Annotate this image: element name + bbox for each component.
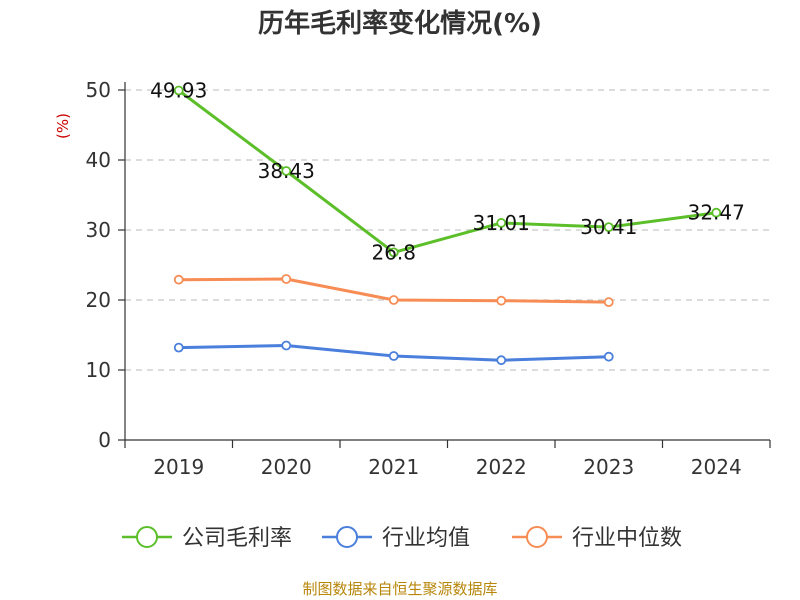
data-point — [496, 295, 507, 306]
legend-label: 行业均值 — [382, 526, 470, 551]
legend[interactable]: 公司毛利率 行业均值 行业中位数 — [122, 526, 682, 551]
data-label: 38.43 — [258, 159, 315, 183]
axes: 0 10 20 30 40 50 2019 2020 2021 2022 2023 2024 — [86, 78, 771, 479]
data-point — [173, 85, 184, 96]
legend-item[interactable]: 公司毛利率 — [122, 526, 292, 551]
y-tick-label: 40 — [86, 148, 111, 172]
legend-marker — [526, 526, 548, 548]
legend-marker — [136, 526, 158, 548]
data-point — [388, 351, 399, 361]
data-point — [281, 166, 292, 176]
legend-label: 行业中位数 — [572, 526, 682, 551]
series-line — [177, 89, 717, 254]
data-point — [281, 274, 292, 284]
series-layer — [173, 85, 722, 366]
legend-item[interactable]: 行业均值 — [322, 526, 470, 551]
legend-item[interactable]: 行业中位数 — [512, 526, 682, 551]
data-point — [281, 340, 292, 351]
data-label: 49.93 — [150, 78, 207, 102]
x-tick-label: 2023 — [583, 455, 634, 479]
chart-title: 历年毛利率变化情况(%) — [258, 8, 542, 39]
data-point — [496, 355, 507, 366]
y-unit-label: (%) — [54, 113, 72, 139]
data-labels: 49.93 38.43 26.8 31.01 30.41 32.47 — [150, 78, 745, 264]
y-tick-label: 0 — [98, 428, 111, 452]
x-tick-label: 2020 — [261, 455, 312, 479]
legend-label: 公司毛利率 — [182, 526, 292, 551]
x-tick-label: 2024 — [691, 455, 742, 479]
legend-marker — [336, 526, 358, 548]
y-tick-label: 50 — [86, 78, 111, 102]
data-label: 26.8 — [371, 240, 416, 264]
grid-lines — [125, 89, 770, 371]
data-point — [603, 297, 614, 308]
data-point — [173, 274, 184, 285]
y-tick-label: 10 — [86, 358, 111, 382]
data-point — [388, 295, 399, 305]
source-note: 制图数据来自恒生聚源数据库 — [302, 580, 497, 598]
data-point — [603, 351, 614, 362]
x-tick-label: 2019 — [153, 455, 204, 479]
data-point — [711, 207, 722, 218]
y-tick-label: 30 — [86, 218, 111, 242]
data-label: 32.47 — [688, 201, 745, 225]
data-point — [173, 342, 184, 353]
y-tick-label: 20 — [86, 288, 111, 312]
data-point — [496, 218, 507, 228]
x-tick-label: 2021 — [368, 455, 419, 479]
data-label: 30.41 — [580, 215, 637, 239]
data-point — [603, 222, 614, 233]
x-tick-label: 2022 — [476, 455, 527, 479]
data-point — [388, 247, 399, 258]
data-label: 31.01 — [473, 211, 530, 235]
